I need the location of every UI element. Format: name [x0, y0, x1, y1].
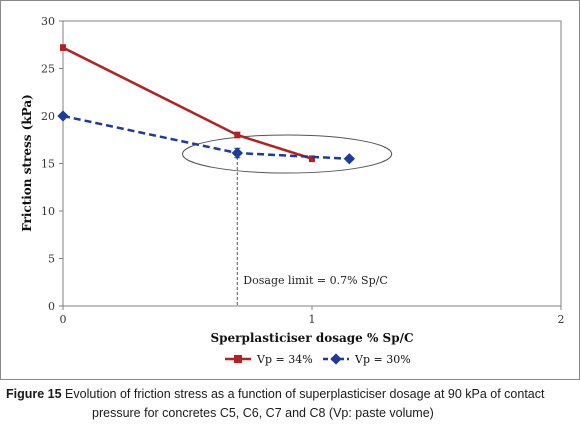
y-axis-ticks: 0 5 10 15 20 25 30: [41, 15, 63, 313]
legend: Vp = 34% Vp = 30%: [225, 353, 411, 366]
y-tick-label: 0: [48, 300, 55, 313]
legend-item-vp-34: Vp = 34%: [225, 353, 313, 366]
x-tick-label: 1: [309, 313, 316, 326]
dosage-limit-label: Dosage limit = 0.7% Sp/C: [243, 274, 387, 287]
series-layer: [57, 44, 356, 165]
data-point-vp-34: [309, 155, 315, 162]
y-axis-title: Friction stress (kPa): [20, 94, 34, 232]
legend-marker-vp-34: [234, 355, 242, 363]
annotation-layer: Dosage limit = 0.7% Sp/C: [236, 157, 388, 306]
x-tick-label: 0: [60, 313, 67, 326]
y-tick-label: 10: [41, 205, 55, 218]
highlight-layer: [182, 134, 393, 174]
y-tick-label: 5: [48, 253, 55, 266]
data-point-vp-34: [234, 132, 241, 138]
figure-caption-text-line1: Evolution of friction stress as a functi…: [61, 387, 545, 401]
legend-marker-vp-30: [330, 353, 342, 365]
figure-caption-text-line2: pressure for concretes C5, C6, C7 and C8…: [92, 406, 434, 420]
series-vp-34: [60, 44, 315, 163]
legend-label-vp-34: Vp = 34%: [256, 353, 313, 366]
data-point-vp-34: [60, 44, 66, 51]
friction-stress-chart: 0 5 10 15 20 25 30 0 1 2 Dosage limit = 0.7% Sp/…: [20, 15, 565, 366]
y-tick-label: 15: [41, 158, 55, 171]
x-axis-title: Sperplasticiser dosage % Sp/C: [210, 331, 413, 345]
plot-area: [62, 20, 562, 307]
y-tick-label: 25: [41, 63, 55, 76]
x-axis-ticks: 0 1 2: [60, 306, 565, 326]
legend-item-vp-30: Vp = 30%: [323, 353, 411, 366]
y-tick-label: 20: [41, 110, 55, 123]
legend-label-vp-30: Vp = 30%: [354, 353, 411, 366]
x-tick-label: 2: [558, 313, 565, 326]
chart-panel: 0 5 10 15 20 25 30 0 1 2 Dosage limit = 0.7% Sp/…: [0, 0, 580, 380]
figure-caption-label: Figure 15: [6, 387, 62, 401]
figure-caption: Figure 15 Evolution of friction stress a…: [6, 385, 572, 423]
data-point-vp-30: [231, 147, 243, 159]
y-tick-label: 30: [41, 15, 55, 28]
highlight-ellipse: [182, 134, 393, 174]
data-point-vp-30: [343, 153, 356, 165]
